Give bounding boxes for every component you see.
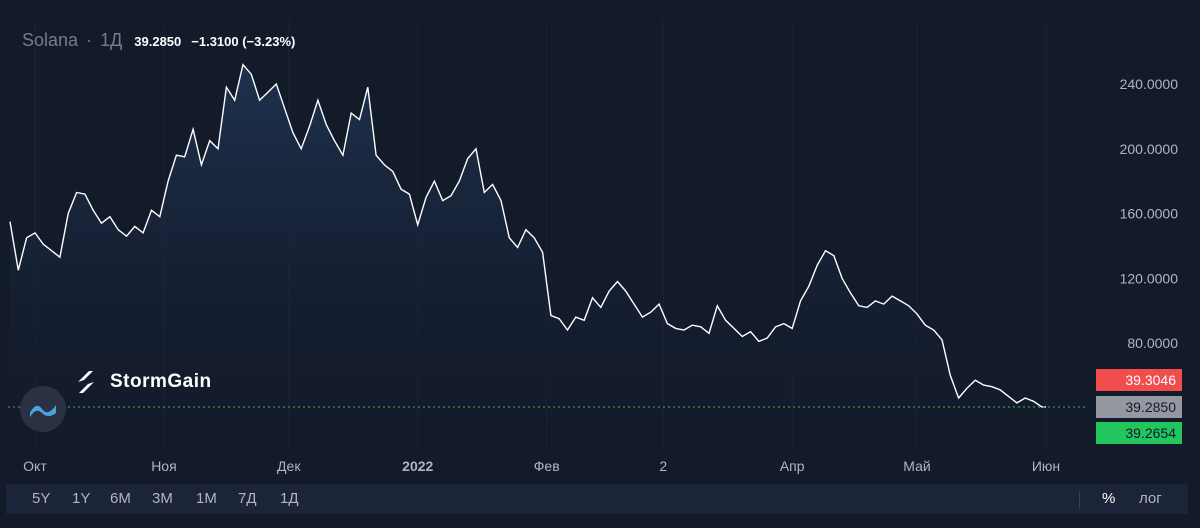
bid-price-tag: 39.2654	[1096, 422, 1182, 444]
x-tick-label: Дек	[277, 458, 301, 474]
toolbar-divider	[1079, 492, 1080, 508]
x-tick-label: 2022	[402, 458, 433, 474]
bid-price-label: 39.2654	[1125, 425, 1176, 441]
x-tick-label: 2	[659, 458, 667, 474]
stormgain-logo-icon	[78, 371, 94, 393]
y-tick-label: 200.0000	[1120, 141, 1179, 157]
current-price-tag: 39.2850	[1096, 396, 1182, 418]
bottom-toolbar: 5Y 1Y 6M 3M 1M 7Д 1Д % лог	[6, 484, 1188, 514]
percent-scale-button[interactable]: %	[1102, 490, 1116, 507]
x-tick-label: Май	[903, 458, 930, 474]
x-tick-label: Ноя	[151, 458, 176, 474]
range-1m-button[interactable]: 1M	[196, 490, 217, 507]
symbol-legend: Solana · 1Д 39.2850 −1.3100 (−3.23%)	[22, 30, 295, 51]
range-5y-button[interactable]: 5Y	[32, 490, 51, 507]
x-tick-label: Апр	[780, 458, 805, 474]
price-area	[10, 64, 1046, 450]
price-line	[9, 63, 1047, 408]
current-price-label: 39.2850	[1125, 399, 1176, 415]
x-axis: Окт Ноя Дек 2022 Фев 2 Апр Май Июн	[23, 458, 1060, 474]
range-6m-button[interactable]: 6M	[110, 490, 131, 507]
y-tick-label: 160.0000	[1120, 206, 1179, 222]
interval-label[interactable]: 1Д	[100, 30, 123, 50]
ask-price-label: 39.3046	[1125, 372, 1176, 388]
avatar[interactable]	[20, 386, 66, 432]
x-tick-label: Окт	[23, 458, 47, 474]
ask-price-tag: 39.3046	[1096, 369, 1182, 391]
x-tick-label: Июн	[1032, 458, 1060, 474]
range-1y-button[interactable]: 1Y	[72, 490, 91, 507]
wave-logo-icon	[30, 405, 56, 417]
range-1d-button[interactable]: 1Д	[280, 490, 299, 507]
x-tick-label: Фев	[534, 458, 560, 474]
price-change: −1.3100 (−3.23%)	[191, 34, 296, 49]
grid-lines	[34, 20, 1047, 450]
range-7d-button[interactable]: 7Д	[238, 490, 257, 507]
legend-separator: ·	[86, 30, 93, 50]
y-tick-label: 120.0000	[1120, 270, 1179, 286]
y-axis: 240.0000 200.0000 160.0000 120.0000 80.0000	[1120, 76, 1179, 351]
symbol-name: Solana	[22, 30, 79, 50]
logo-text: StormGain	[110, 371, 212, 392]
y-tick-label: 80.0000	[1127, 335, 1178, 351]
log-scale-button[interactable]: лог	[1139, 490, 1162, 507]
brand-logo: StormGain	[72, 368, 212, 396]
y-tick-label: 240.0000	[1120, 76, 1179, 92]
last-value: 39.2850	[134, 34, 182, 49]
range-3m-button[interactable]: 3M	[152, 490, 173, 507]
